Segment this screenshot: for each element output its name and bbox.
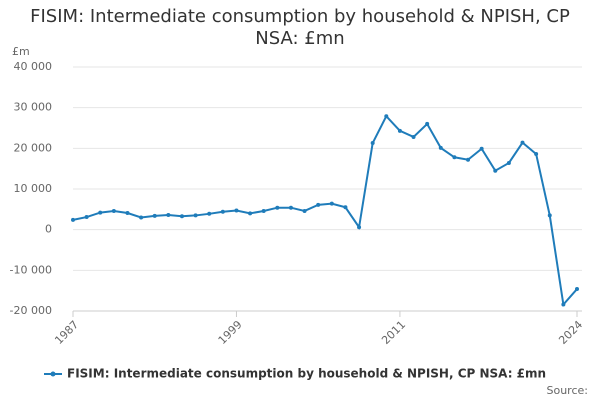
data-point	[288, 205, 293, 210]
data-point	[343, 205, 348, 210]
y-tick-label: 30 000	[14, 101, 53, 114]
data-point	[248, 211, 253, 216]
data-point	[479, 146, 484, 151]
chart-title: FISIM: Intermediate consumption by house…	[30, 6, 570, 49]
data-point	[71, 217, 75, 222]
y-tick-label: 20 000	[14, 141, 53, 154]
data-point	[411, 134, 416, 139]
data-point	[111, 208, 116, 213]
data-point	[261, 208, 266, 213]
data-point	[125, 210, 130, 215]
data-point	[452, 155, 457, 160]
source: Source:	[547, 384, 589, 397]
data-point	[234, 208, 239, 213]
data-point	[575, 287, 579, 292]
y-tick-label: 0	[45, 223, 52, 236]
data-point	[397, 128, 402, 133]
data-point	[425, 121, 430, 126]
data-point	[166, 213, 171, 218]
legend-marker	[50, 371, 56, 377]
data-point	[316, 202, 321, 207]
data-point	[275, 205, 280, 210]
data-point	[520, 140, 525, 145]
series-line	[72, 114, 578, 307]
data-point	[493, 168, 498, 173]
y-tick-label: 40 000	[14, 60, 53, 73]
data-point	[438, 145, 443, 150]
data-point	[506, 160, 511, 165]
x-tick-label: 2024	[556, 318, 585, 347]
data-point	[179, 214, 184, 219]
data-point	[98, 210, 103, 215]
data-point	[357, 225, 362, 230]
data-point	[220, 209, 225, 214]
data-point	[302, 208, 307, 213]
y-axis-label: £m	[12, 45, 30, 58]
x-tick-label: 1999	[216, 318, 245, 347]
data-point	[84, 215, 89, 220]
data-point	[534, 152, 539, 157]
data-point	[466, 157, 471, 162]
legend-label: FISIM: Intermediate consumption by house…	[67, 367, 546, 381]
data-point	[329, 201, 334, 206]
data-point	[207, 211, 212, 216]
x-tick-label: 1987	[52, 318, 81, 347]
x-tick-label: 2011	[379, 318, 408, 347]
data-point	[384, 114, 389, 119]
data-point	[152, 213, 157, 218]
y-tick-label: -20 000	[10, 304, 52, 317]
data-point	[139, 215, 144, 220]
data-point	[370, 141, 375, 146]
data-point	[561, 302, 566, 307]
y-tick-label: 10 000	[14, 182, 53, 195]
data-point	[193, 213, 198, 218]
y-tick-label: -10 000	[10, 263, 52, 276]
data-point	[547, 213, 552, 218]
